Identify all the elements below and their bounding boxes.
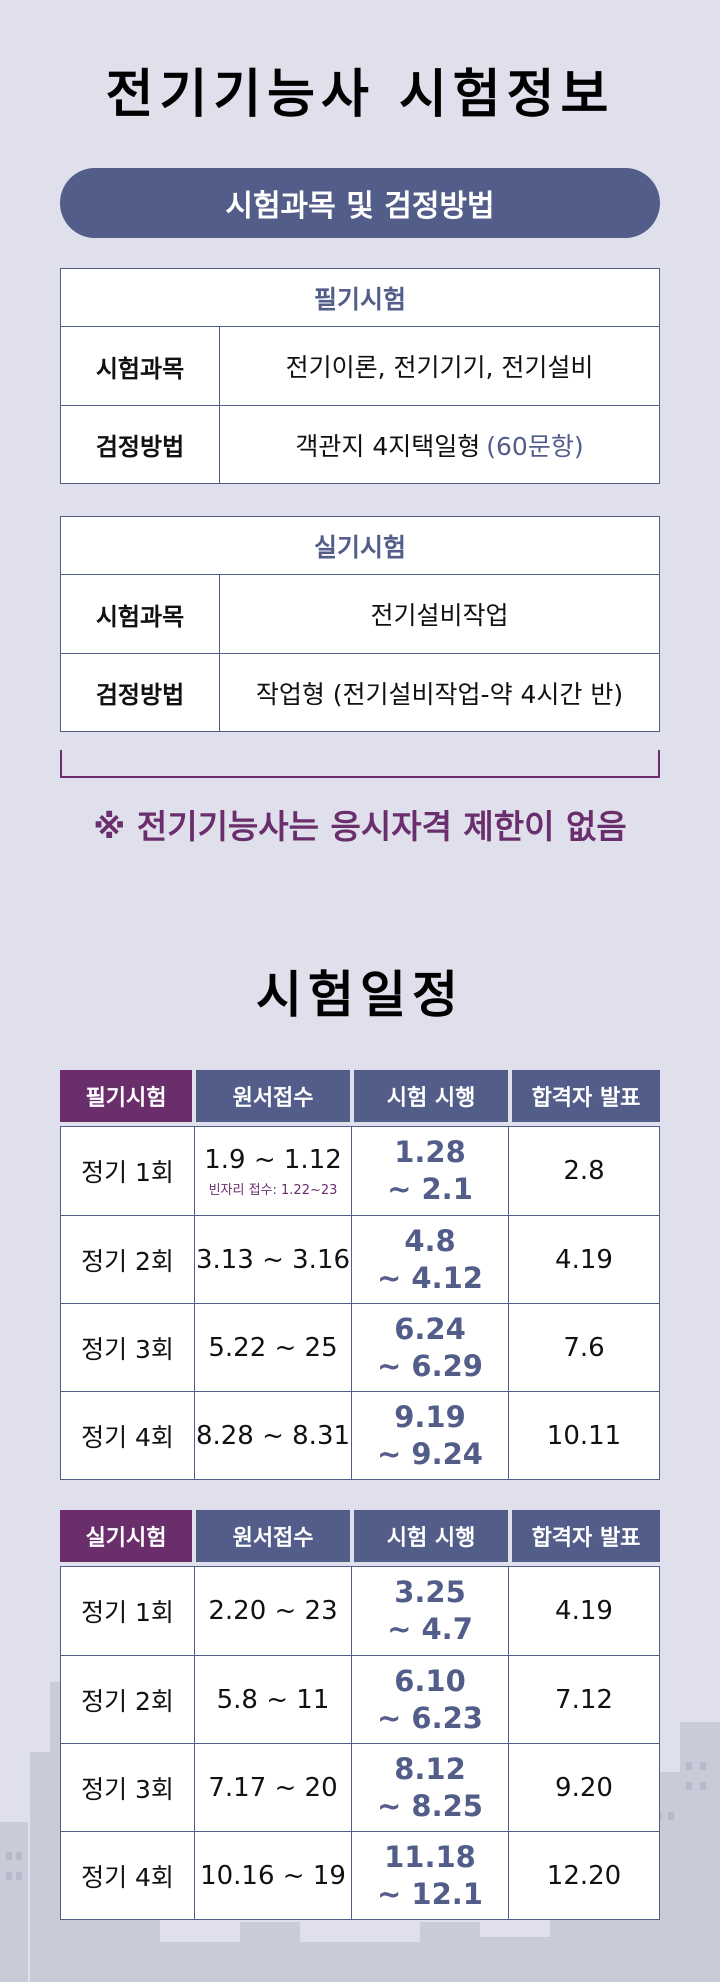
table-row: 정기 2회 3.13 ~ 3.16 4.8 ~ 4.12 4.19 — [61, 1215, 659, 1303]
schedule-title: 시험일정 — [256, 966, 464, 1024]
written-exam-info-table: 필기시험 시험과목 전기이론, 전기기기, 전기설비 검정방법 객관지 4지택일… — [60, 268, 660, 484]
city-skyline-icon — [0, 1682, 720, 1982]
round-cell: 정기 2회 — [81, 1246, 174, 1276]
written-schedule-table: 필기시험 원서접수 시험 시행 합격자 발표 정기 1회 1.9 ~ 1.12 … — [60, 1070, 660, 1480]
apply-cell: 5.8 ~ 11 — [194, 1656, 351, 1743]
table-row: 정기 2회 5.8 ~ 11 6.10 ~ 6.23 7.12 — [61, 1655, 659, 1743]
exam-cell: 6.24 ~ 6.29 — [351, 1304, 508, 1391]
exam-start: 4.8 — [404, 1223, 456, 1258]
exam-start: 1.28 — [394, 1135, 466, 1169]
practical-subject-row: 시험과목 전기설비작업 — [61, 575, 659, 653]
exam-cell: 6.10 ~ 6.23 — [351, 1656, 508, 1743]
practical-method-value: 작업형 (전기설비작업-약 4시간 반) — [255, 679, 624, 709]
practical-schedule-header-apply: 원서접수 — [196, 1510, 351, 1562]
written-subject-row: 시험과목 전기이론, 전기기기, 전기설비 — [61, 327, 659, 405]
practical-schedule-header-result: 합격자 발표 — [512, 1510, 660, 1562]
practical-method-label: 검정방법 — [61, 654, 220, 731]
exam-end: ~ 8.25 — [377, 1788, 483, 1823]
round-cell: 정기 3회 — [81, 1334, 174, 1364]
result-cell: 4.19 — [508, 1567, 659, 1655]
apply-cell: 7.17 ~ 20 — [194, 1744, 351, 1831]
table-row: 정기 1회 1.9 ~ 1.12 빈자리 접수: 1.22~23 1.28 ~ … — [61, 1127, 659, 1215]
round-cell: 정기 2회 — [81, 1686, 174, 1716]
table-row: 정기 3회 5.22 ~ 25 6.24 ~ 6.29 7.6 — [61, 1303, 659, 1391]
result-cell: 4.19 — [508, 1216, 659, 1303]
apply-cell: 3.13 ~ 3.16 — [194, 1216, 351, 1303]
table-row: 정기 1회 2.20 ~ 23 3.25 ~ 4.7 4.19 — [61, 1567, 659, 1655]
result-cell: 7.6 — [508, 1304, 659, 1391]
round-cell: 정기 1회 — [81, 1158, 174, 1187]
exam-end: ~ 9.24 — [377, 1436, 483, 1471]
exam-cell: 4.8 ~ 4.12 — [351, 1216, 508, 1303]
written-method-row: 검정방법 객관지 4지택일형 (60문항) — [61, 405, 659, 483]
exam-end: ~ 6.23 — [377, 1700, 483, 1735]
apply-cell: 10.16 ~ 19 — [194, 1832, 351, 1919]
practical-schedule-header: 실기시험 원서접수 시험 시행 합격자 발표 — [60, 1510, 660, 1562]
eligibility-notice: ※ 전기기능사는 응시자격 제한이 없음 — [93, 807, 627, 846]
practical-subject-label: 시험과목 — [61, 575, 220, 653]
round-cell: 정기 3회 — [81, 1774, 174, 1804]
apply-cell: 1.9 ~ 1.12 빈자리 접수: 1.22~23 — [194, 1127, 351, 1215]
written-schedule-header-result: 합격자 발표 — [512, 1070, 660, 1122]
round-cell: 정기 1회 — [81, 1598, 174, 1627]
written-subject-label: 시험과목 — [61, 327, 220, 405]
practical-schedule-header-type: 실기시험 — [60, 1510, 193, 1562]
exam-start: 6.24 — [394, 1311, 466, 1346]
exam-cell: 9.19 ~ 9.24 — [351, 1392, 508, 1479]
written-schedule-header-type: 필기시험 — [60, 1070, 193, 1122]
vacancy-apply-note: 빈자리 접수: 1.22~23 — [208, 1182, 338, 1198]
written-method-label: 검정방법 — [61, 406, 220, 483]
section-banner: 시험과목 및 검정방법 — [60, 168, 660, 238]
practical-schedule-header-exam: 시험 시행 — [354, 1510, 508, 1562]
written-schedule-header-apply: 원서접수 — [196, 1070, 351, 1122]
exam-start: 3.25 — [394, 1575, 466, 1609]
result-cell: 10.11 — [508, 1392, 659, 1479]
practical-exam-caption: 실기시험 — [61, 517, 659, 575]
table-row: 정기 4회 10.16 ~ 19 11.18 ~ 12.1 12.20 — [61, 1831, 659, 1919]
notice-bracket — [60, 750, 660, 778]
practical-schedule-body: 정기 1회 2.20 ~ 23 3.25 ~ 4.7 4.19 정기 2회 5.… — [60, 1566, 660, 1920]
exam-start: 6.10 — [394, 1663, 466, 1698]
result-cell: 9.20 — [508, 1744, 659, 1831]
exam-cell: 3.25 ~ 4.7 — [351, 1567, 508, 1655]
written-method-note: (60문항) — [486, 431, 584, 461]
written-schedule-header: 필기시험 원서접수 시험 시행 합격자 발표 — [60, 1070, 660, 1122]
result-cell: 7.12 — [508, 1656, 659, 1743]
exam-cell: 11.18 ~ 12.1 — [351, 1832, 508, 1919]
result-cell: 12.20 — [508, 1832, 659, 1919]
result-cell: 2.8 — [508, 1127, 659, 1215]
exam-end: ~ 4.12 — [377, 1260, 483, 1295]
exam-start: 11.18 — [384, 1839, 476, 1874]
practical-exam-info-table: 실기시험 시험과목 전기설비작업 검정방법 작업형 (전기설비작업-약 4시간 … — [60, 516, 660, 732]
exam-cell: 1.28 ~ 2.1 — [351, 1127, 508, 1215]
practical-schedule-table: 실기시험 원서접수 시험 시행 합격자 발표 정기 1회 2.20 ~ 23 3… — [60, 1510, 660, 1920]
written-subject-value: 전기이론, 전기기기, 전기설비 — [285, 353, 594, 382]
round-cell: 정기 4회 — [81, 1422, 174, 1452]
table-row: 정기 3회 7.17 ~ 20 8.12 ~ 8.25 9.20 — [61, 1743, 659, 1831]
page-title: 전기기능사 시험정보 — [105, 65, 615, 125]
apply-cell: 8.28 ~ 8.31 — [194, 1392, 351, 1479]
practical-subject-value: 전기설비작업 — [370, 601, 509, 630]
exam-start: 9.19 — [394, 1399, 466, 1434]
exam-end: ~ 2.1 — [387, 1172, 473, 1206]
exam-end: ~ 12.1 — [377, 1876, 483, 1911]
written-exam-caption: 필기시험 — [61, 269, 659, 327]
round-cell: 정기 4회 — [81, 1862, 174, 1892]
table-row: 정기 4회 8.28 ~ 8.31 9.19 ~ 9.24 10.11 — [61, 1391, 659, 1479]
apply-cell: 5.22 ~ 25 — [194, 1304, 351, 1391]
exam-end: ~ 6.29 — [377, 1348, 483, 1383]
section-banner-label: 시험과목 및 검정방법 — [225, 189, 495, 224]
exam-end: ~ 4.7 — [387, 1612, 473, 1646]
written-method-cell: 객관지 4지택일형 (60문항) — [220, 406, 659, 483]
written-schedule-header-exam: 시험 시행 — [354, 1070, 508, 1122]
apply-cell: 2.20 ~ 23 — [194, 1567, 351, 1655]
apply-dates: 1.9 ~ 1.12 — [204, 1144, 342, 1175]
practical-method-row: 검정방법 작업형 (전기설비작업-약 4시간 반) — [61, 653, 659, 731]
exam-cell: 8.12 ~ 8.25 — [351, 1744, 508, 1831]
written-method-value: 객관지 4지택일형 — [295, 431, 481, 461]
written-schedule-body: 정기 1회 1.9 ~ 1.12 빈자리 접수: 1.22~23 1.28 ~ … — [60, 1126, 660, 1480]
exam-start: 8.12 — [394, 1751, 466, 1786]
